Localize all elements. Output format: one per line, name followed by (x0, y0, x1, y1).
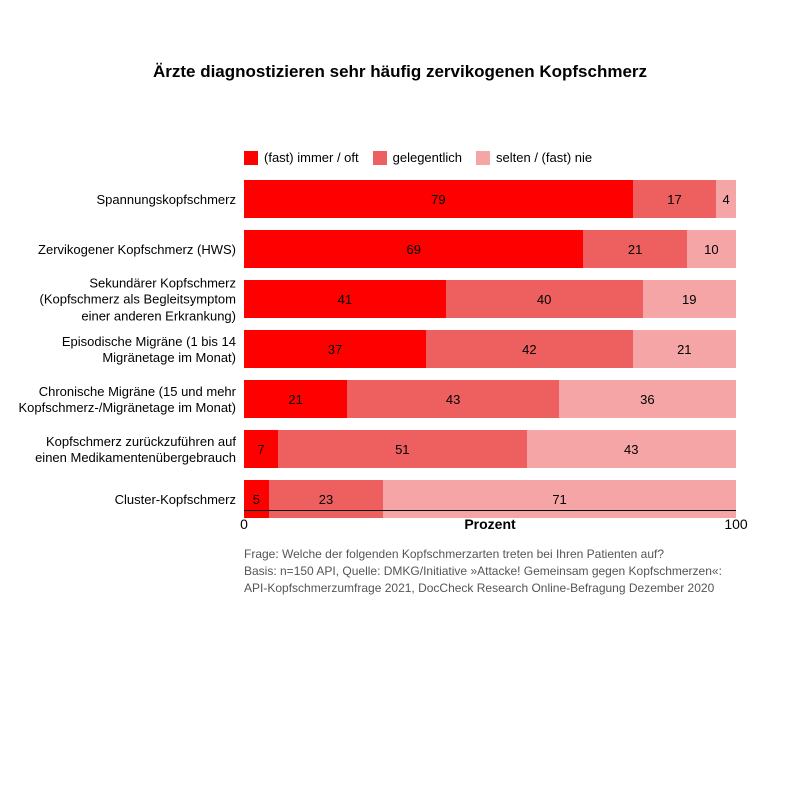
bar-segment: 79 (244, 180, 633, 218)
stacked-bar: 214336 (244, 380, 736, 418)
chart-title: Ärzte diagnostizieren sehr häufig zervik… (0, 62, 800, 82)
bar-segment: 71 (383, 480, 736, 518)
category-label: Kopfschmerz zurückzuführen auf einen Med… (16, 434, 236, 467)
bar-segment: 37 (244, 330, 426, 368)
stacked-bar: 374221 (244, 330, 736, 368)
chart-row: Sekundärer Kopfschmerz (Kopfschmerz als … (244, 280, 736, 320)
chart-footnote: Frage: Welche der folgenden Kopfschmerza… (244, 546, 736, 596)
legend-item: gelegentlich (373, 150, 462, 165)
chart-area: Spannungskopfschmerz79174 Zervikogener Ko… (244, 180, 736, 530)
legend-swatch (244, 151, 258, 165)
bar-segment: 17 (633, 180, 717, 218)
chart-row: Zervikogener Kopfschmerz (HWS)692110 (244, 230, 736, 270)
legend-label: gelegentlich (393, 150, 462, 165)
category-label: Chronische Migräne (15 und mehr Kopfschm… (16, 384, 236, 417)
chart-row: Chronische Migräne (15 und mehr Kopfschm… (244, 380, 736, 420)
stacked-bar: 692110 (244, 230, 736, 268)
stacked-bar: 75143 (244, 430, 736, 468)
x-axis-line (244, 510, 736, 511)
bar-segment: 23 (269, 480, 383, 518)
bar-segment: 41 (244, 280, 446, 318)
bar-segment: 43 (347, 380, 559, 418)
stacked-bar: 52371 (244, 480, 736, 518)
legend: (fast) immer / oft gelegentlich selten / (… (244, 150, 736, 165)
legend-label: selten / (fast) nie (496, 150, 592, 165)
bar-segment: 51 (278, 430, 526, 468)
legend-label: (fast) immer / oft (264, 150, 359, 165)
bar-segment: 4 (716, 180, 736, 218)
stacked-bar: 79174 (244, 180, 736, 218)
bar-segment: 19 (643, 280, 736, 318)
bar-segment: 21 (633, 330, 736, 368)
chart-row: Episodische Migräne (1 bis 14 Migränetag… (244, 330, 736, 370)
chart-row: Kopfschmerz zurückzuführen auf einen Med… (244, 430, 736, 470)
bar-segment: 69 (244, 230, 583, 268)
bar-segment: 21 (244, 380, 347, 418)
bar-segment: 43 (527, 430, 736, 468)
bar-segment: 42 (426, 330, 633, 368)
stacked-bar: 414019 (244, 280, 736, 318)
x-axis-label: Prozent (244, 516, 736, 532)
legend-swatch (373, 151, 387, 165)
category-label: Spannungskopfschmerz (16, 192, 236, 208)
chart-row: Cluster-Kopfschmerz52371 (244, 480, 736, 520)
bar-segment: 7 (244, 430, 278, 468)
category-label: Sekundärer Kopfschmerz (Kopfschmerz als … (16, 276, 236, 325)
legend-swatch (476, 151, 490, 165)
bar-segment: 10 (687, 230, 736, 268)
chart-row: Spannungskopfschmerz79174 (244, 180, 736, 220)
legend-item: selten / (fast) nie (476, 150, 592, 165)
bar-segment: 36 (559, 380, 736, 418)
category-label: Cluster-Kopfschmerz (16, 492, 236, 508)
category-label: Zervikogener Kopfschmerz (HWS) (16, 242, 236, 258)
bar-segment: 21 (583, 230, 686, 268)
legend-item: (fast) immer / oft (244, 150, 359, 165)
category-label: Episodische Migräne (1 bis 14 Migränetag… (16, 334, 236, 367)
bar-segment: 5 (244, 480, 269, 518)
bar-segment: 40 (446, 280, 643, 318)
